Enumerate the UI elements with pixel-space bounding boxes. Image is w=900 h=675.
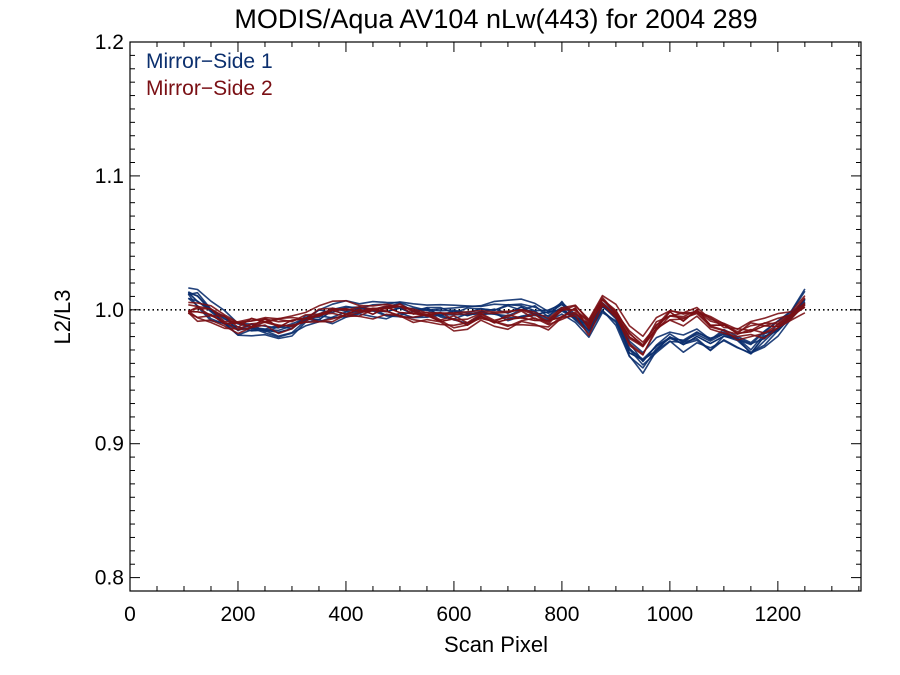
plot-frame: 0 200 400 600 800 1000 1200 0.8 0.9 1.0 1.1 1.2 <box>95 31 862 626</box>
x-tick-label: 200 <box>220 603 255 626</box>
legend: Mirror−Side 1 Mirror−Side 2 <box>146 50 273 100</box>
chart-title: MODIS/Aqua AV104 nLw(443) for 2004 289 <box>234 4 757 34</box>
series-2-line <box>187 303 806 348</box>
y-tick-label: 1.1 <box>95 165 124 188</box>
series-2 <box>187 294 806 356</box>
y-tick-label: 0.8 <box>95 567 124 590</box>
y-tick-label: 1.2 <box>95 31 124 54</box>
legend-entry-2: Mirror−Side 2 <box>146 77 273 100</box>
series-1-line <box>187 293 806 375</box>
plot-border <box>129 41 862 592</box>
series-2-line <box>188 294 806 338</box>
x-tick-label: 1200 <box>754 603 801 626</box>
x-tick-label: 400 <box>328 603 363 626</box>
x-tick-label: 800 <box>544 603 579 626</box>
x-axis-label: Scan Pixel <box>444 632 548 657</box>
y-tick-label: 1.0 <box>95 299 124 322</box>
legend-entry-1: Mirror−Side 1 <box>146 50 273 73</box>
x-tick-label: 0 <box>124 603 136 626</box>
y-axis-label: L2/L3 <box>50 289 75 344</box>
x-tick-label: 1000 <box>647 603 694 626</box>
series-2-line <box>187 304 806 356</box>
series-layer <box>187 287 806 375</box>
x-tick-label: 600 <box>436 603 471 626</box>
series-2-line <box>188 297 806 346</box>
series-1-line <box>187 290 806 362</box>
y-tick-label: 0.9 <box>95 433 124 456</box>
